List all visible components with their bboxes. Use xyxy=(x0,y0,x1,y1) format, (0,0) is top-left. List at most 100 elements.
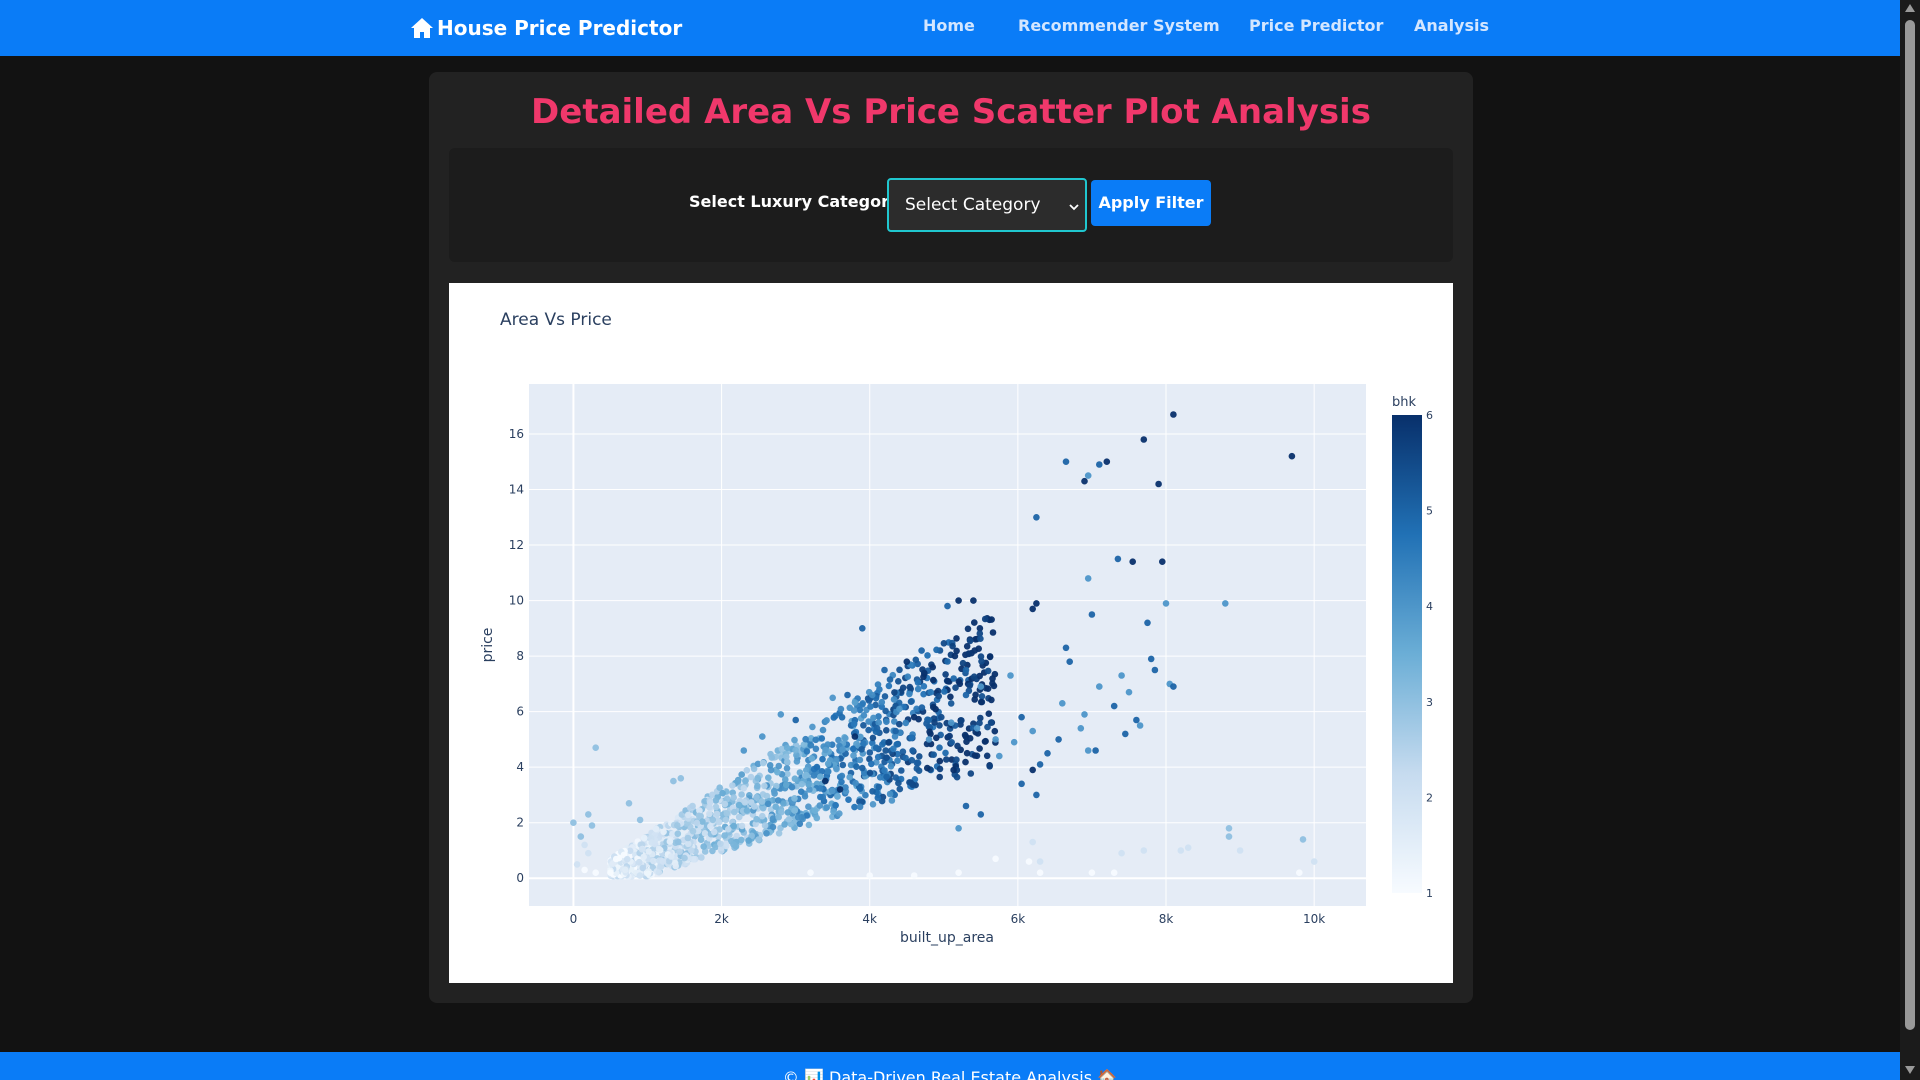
scatter-point xyxy=(878,698,886,706)
scatter-point xyxy=(868,691,876,699)
area-vs-price-chart[interactable]: Area Vs Price 0 2k 4k 6k 8k 10k 0246810121416… xyxy=(449,283,1453,983)
scatter-point xyxy=(950,675,957,682)
scatter-point xyxy=(581,866,588,874)
scatter-point xyxy=(816,785,824,792)
scatter-point xyxy=(947,693,954,701)
scatter-point xyxy=(996,752,1003,760)
scatter-point xyxy=(1081,477,1088,485)
scatter-point xyxy=(983,752,991,760)
scatter-point xyxy=(803,748,811,755)
scatter-point xyxy=(944,677,952,685)
scatter-point xyxy=(927,688,935,696)
scatter-point xyxy=(860,722,867,729)
scatter-point xyxy=(581,841,588,849)
scatter-point xyxy=(636,816,644,824)
scatter-point xyxy=(801,793,809,800)
scatter-point xyxy=(792,746,799,754)
colorbar-tick-label: 4 xyxy=(1426,600,1433,613)
scatter-point xyxy=(706,810,713,818)
scatter-point xyxy=(710,828,718,836)
nav-link-home[interactable]: Home xyxy=(923,16,975,35)
scatter-point xyxy=(976,630,984,637)
scatter-point xyxy=(1288,452,1296,460)
scatter-point xyxy=(1133,716,1140,724)
scatter-point xyxy=(883,754,890,761)
scatter-point xyxy=(1092,747,1099,754)
x-tick-label: 8k xyxy=(1159,912,1174,926)
scatter-point xyxy=(976,719,983,727)
scatter-point xyxy=(1225,825,1233,832)
scatter-point xyxy=(812,736,819,744)
scatter-point xyxy=(791,795,798,802)
scatter-point xyxy=(782,781,790,789)
scatter-point xyxy=(812,745,820,753)
nav-link-price-predictor[interactable]: Price Predictor xyxy=(1249,16,1384,35)
y-tick-label: 6 xyxy=(516,705,524,719)
scatter-point xyxy=(898,767,905,774)
brand-link[interactable]: House Price Predictor xyxy=(410,14,682,42)
x-tick-label: 2k xyxy=(714,912,729,926)
vertical-scrollbar[interactable] xyxy=(1900,0,1920,1080)
scatter-point xyxy=(730,841,737,848)
scatter-point xyxy=(989,680,996,687)
y-tick-label: 8 xyxy=(516,649,524,663)
scatter-point xyxy=(689,827,697,835)
apply-filter-button[interactable]: Apply Filter xyxy=(1091,180,1211,226)
scroll-up-arrow-icon[interactable] xyxy=(1905,4,1915,12)
scatter-point xyxy=(881,767,888,774)
footer-text: © 📊 Data-Driven Real Estate Analysis 🏠 xyxy=(782,1068,1118,1080)
scatter-point xyxy=(981,615,989,623)
scatter-point xyxy=(666,838,674,845)
scatter-point xyxy=(754,774,761,782)
scatter-point xyxy=(920,673,927,681)
nav-link-recommender-system[interactable]: Recommender System xyxy=(1018,16,1220,35)
scatter-point xyxy=(962,691,970,699)
scatter-point xyxy=(851,733,859,740)
scatter-point xyxy=(955,825,962,832)
scatter-point xyxy=(977,714,984,722)
scatter-point xyxy=(813,763,821,771)
scatter-point xyxy=(775,762,783,770)
scatter-point xyxy=(669,830,676,838)
scatter-point xyxy=(913,705,920,713)
scatter-point xyxy=(738,836,745,844)
scatter-point xyxy=(696,807,703,814)
scatter-point xyxy=(866,872,873,879)
nav-link-analysis[interactable]: Analysis xyxy=(1414,16,1490,35)
scatter-point xyxy=(986,763,993,770)
scroll-thumb[interactable] xyxy=(1905,20,1915,1030)
scatter-point xyxy=(952,684,959,691)
scatter-point xyxy=(857,733,864,741)
scatter-point xyxy=(844,691,851,699)
scatter-point xyxy=(1236,847,1244,854)
scatter-point xyxy=(813,814,821,822)
scatter-point xyxy=(791,775,799,782)
scatter-point xyxy=(750,803,758,810)
scatter-point xyxy=(830,714,838,721)
scatter-point xyxy=(836,810,843,817)
scatter-point xyxy=(972,691,979,699)
scatter-point xyxy=(1018,713,1025,721)
scatter-point xyxy=(970,673,978,680)
scatter-point xyxy=(1084,472,1092,479)
scatter-point xyxy=(805,821,813,829)
luxury-category-select[interactable]: Select Category xyxy=(887,178,1087,232)
scatter-point xyxy=(962,758,969,766)
scatter-point xyxy=(1084,747,1092,754)
scatter-point xyxy=(984,667,992,675)
scatter-point xyxy=(891,718,898,725)
scatter-point xyxy=(910,872,918,879)
scatter-point xyxy=(886,676,894,683)
filter-panel: Select Luxury Category: Select Category … xyxy=(449,148,1453,262)
scatter-point xyxy=(806,786,813,793)
scatter-point xyxy=(1122,730,1129,738)
scatter-point xyxy=(721,832,728,839)
scatter-point xyxy=(914,685,922,693)
scatter-point xyxy=(805,803,812,810)
scroll-down-arrow-icon[interactable] xyxy=(1905,1066,1915,1074)
scatter-point xyxy=(896,785,904,793)
grid-lines xyxy=(529,384,1366,906)
scatter-point xyxy=(927,730,934,738)
scatter-point xyxy=(1062,458,1070,465)
scatter-point xyxy=(953,773,961,781)
